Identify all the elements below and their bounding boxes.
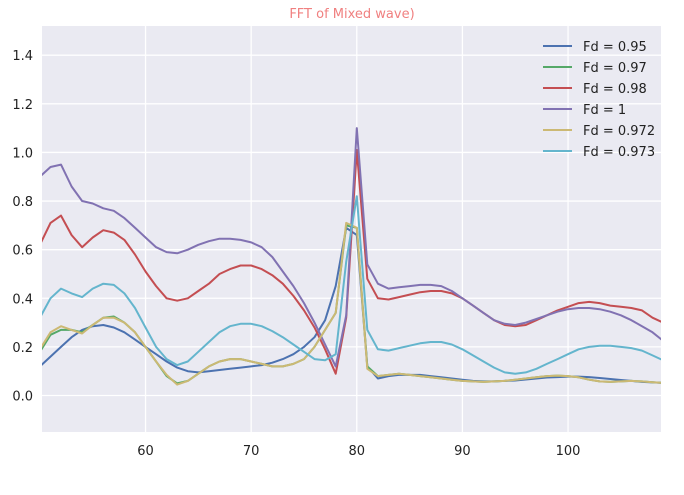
y-tick-label: 1.0: [12, 146, 33, 161]
legend-label: Fd = 0.97: [583, 61, 647, 76]
y-tick-label: 0.2: [12, 341, 33, 356]
y-tick-label: 0.8: [12, 195, 33, 210]
y-tick-label: 0.0: [12, 390, 33, 405]
legend-label: Fd = 0.972: [583, 124, 655, 139]
x-tick-label: 70: [243, 444, 260, 459]
y-tick-label: 0.4: [12, 292, 33, 307]
legend: Fd = 0.95 Fd = 0.97 Fd = 0.98 Fd = 1 Fd = 0.…: [543, 40, 655, 160]
chart-title: FFT of Mixed wave): [289, 7, 414, 22]
legend-label: Fd = 0.973: [583, 145, 655, 160]
legend-label: Fd = 0.98: [583, 82, 647, 97]
y-tick-label: 1.2: [12, 98, 33, 113]
x-tick-label: 100: [556, 444, 581, 459]
series-lines: [42, 127, 661, 386]
legend-label: Fd = 1: [583, 103, 626, 118]
y-tick-label: 0.6: [12, 244, 33, 259]
x-tick-label: 90: [454, 444, 471, 459]
series-line-3: [42, 127, 661, 368]
x-tick-label: 80: [349, 444, 366, 459]
x-tick-label: 60: [137, 444, 154, 459]
legend-label: Fd = 0.95: [583, 40, 647, 55]
series-line-5: [42, 195, 661, 375]
y-axis-ticks: 0.0 0.2 0.4 0.6 0.8 1.0 1.2 1.4: [12, 49, 33, 404]
x-axis-ticks: 60 70 80 90 100: [137, 444, 580, 459]
y-tick-label: 1.4: [12, 49, 33, 64]
